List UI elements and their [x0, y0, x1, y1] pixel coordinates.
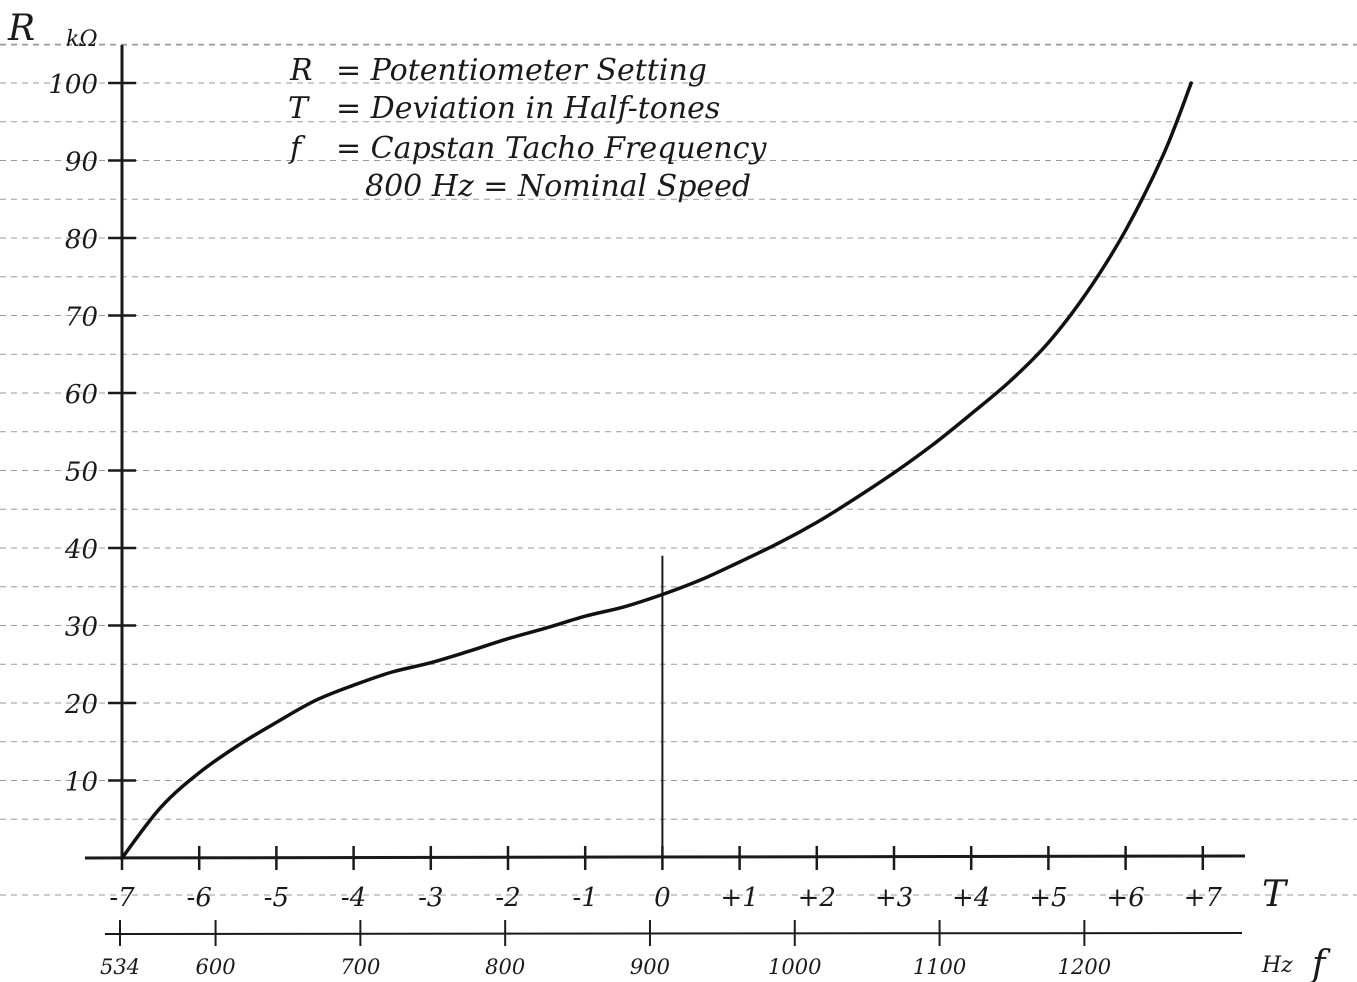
legend-text-R: = Potentiometer Setting	[336, 53, 707, 88]
data-point	[739, 561, 741, 563]
f-tick-label: 1100	[913, 955, 966, 979]
t-tick-label: +2	[798, 883, 836, 913]
y-tick-label: 40	[64, 535, 98, 565]
data-point	[854, 497, 857, 499]
legend: R = Potentiometer Setting T = Deviation …	[288, 53, 768, 204]
y-ticks: 10 20 30 40 50 60 70 80 90 100	[48, 70, 136, 798]
y-tick-label: 10	[65, 768, 98, 798]
y-axis-unit: kΩ	[66, 27, 98, 52]
y-tick-label: 90	[65, 148, 98, 178]
t-tick-label: +3	[875, 883, 913, 913]
data-point	[121, 857, 123, 859]
f-tick-label: 600	[196, 955, 236, 979]
x-axis-f-unit: Hz	[1261, 953, 1293, 978]
y-tick-label: 60	[65, 380, 98, 410]
y-tick-label: 20	[64, 690, 98, 720]
t-tick-label: -3	[418, 883, 443, 913]
data-point	[584, 615, 586, 617]
data-point	[970, 413, 972, 415]
y-tick-label: 70	[65, 303, 98, 333]
t-tick-label: +7	[1184, 883, 1223, 913]
x-axis-T-symbol: T	[1262, 874, 1289, 915]
data-point	[777, 542, 779, 544]
data-point	[661, 593, 664, 596]
data-point	[430, 662, 432, 664]
data-point	[893, 472, 895, 474]
x-axis-f-symbol: f	[1309, 944, 1331, 982]
legend-symbol-f: f	[288, 131, 306, 166]
legend-text-T: = Deviation in Half-tones	[336, 91, 720, 126]
f-tick-label: 1000	[768, 955, 821, 979]
t-tick-label: +1	[720, 883, 758, 913]
data-point	[507, 638, 509, 640]
data-point	[314, 700, 316, 702]
data-point	[391, 671, 393, 673]
data-point	[160, 807, 162, 809]
t-tick-label: -2	[495, 883, 520, 913]
y-tick-label: 50	[65, 458, 98, 488]
legend-text-f: = Capstan Tacho Frequency	[336, 131, 768, 166]
legend-symbol-T: T	[288, 91, 310, 126]
t-tick-label: -4	[341, 883, 366, 913]
series-line	[120, 81, 1193, 860]
y-tick-label: 80	[65, 225, 98, 255]
f-tick-label: 900	[630, 955, 670, 979]
t-tick-label: -1	[573, 883, 598, 913]
y-tick-label: 30	[65, 613, 98, 643]
f-ticks: 534 600 700 800 900 1000 1100 1200	[100, 920, 1111, 979]
f-tick-label: 1200	[1058, 955, 1111, 979]
x-axis-f-line	[104, 932, 1243, 935]
data-point	[275, 721, 277, 723]
t-tick-label: -7	[109, 883, 135, 913]
series-points	[121, 82, 1192, 859]
x-axis-T-line	[84, 854, 1246, 860]
f-tick-label: 800	[485, 955, 525, 979]
data-point	[932, 444, 934, 446]
t-ticks: -7 -6 -5 -4 -3 -2 -1 0 +1 +2 +3 +4 +5 +6 +7	[109, 846, 1222, 913]
t-tick-label: 0	[654, 883, 671, 913]
data-point	[237, 745, 239, 747]
t-tick-label: -6	[187, 883, 212, 913]
data-point	[816, 521, 818, 524]
data-point	[1163, 152, 1165, 154]
t-tick-label: +5	[1029, 883, 1067, 913]
data-point	[1009, 380, 1011, 382]
data-point	[1086, 291, 1088, 293]
f-tick-label: 700	[340, 955, 380, 979]
legend-text-nominal: 800 Hz = Nominal Speed	[365, 169, 751, 204]
data-point	[468, 650, 470, 652]
data-point	[1190, 82, 1192, 84]
data-point	[700, 579, 702, 581]
data-point	[353, 684, 355, 686]
y-tick-label: 100	[48, 70, 98, 100]
f-tick-label: 534	[100, 955, 140, 979]
data-point	[198, 772, 200, 774]
y-axis-symbol: R	[7, 8, 35, 49]
data-point	[1125, 229, 1127, 231]
t-tick-label: -5	[264, 883, 289, 913]
t-tick-label: +6	[1106, 883, 1144, 913]
legend-symbol-R: R	[289, 53, 313, 88]
t-tick-label: +4	[952, 883, 990, 913]
data-point	[623, 606, 625, 608]
data-point	[1047, 342, 1049, 344]
data-point	[546, 627, 548, 629]
